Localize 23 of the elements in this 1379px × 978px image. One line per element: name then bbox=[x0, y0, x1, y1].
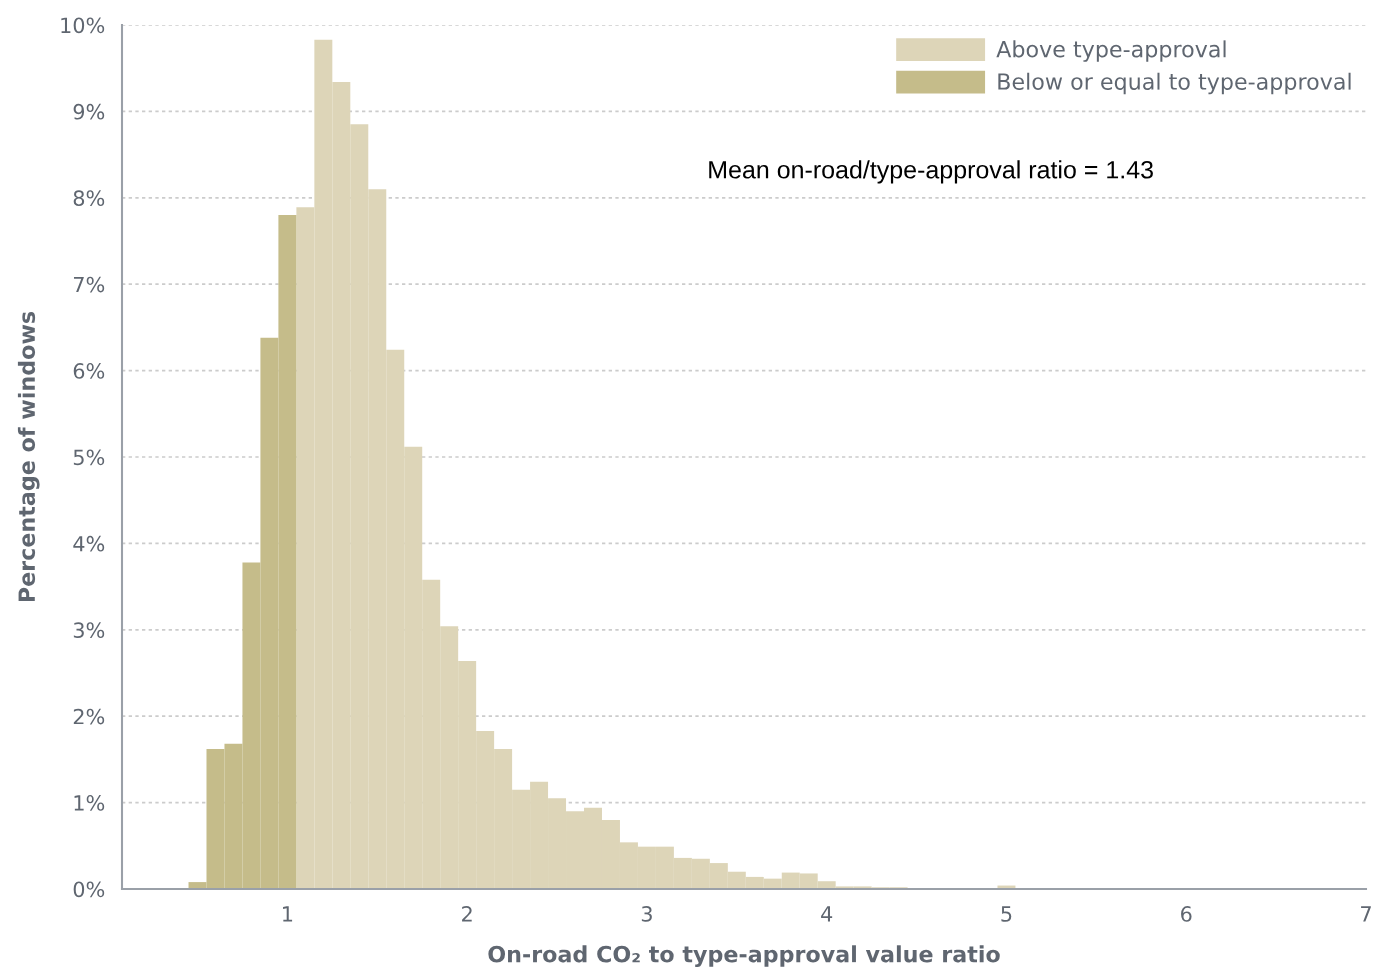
x-tick-label: 3 bbox=[641, 906, 652, 922]
y-tick-label: 7% bbox=[73, 276, 105, 293]
y-tick-label: 10% bbox=[61, 17, 105, 34]
y-tick-label: 5% bbox=[73, 449, 105, 466]
x-tick-label: 1 bbox=[283, 906, 293, 922]
y-tick-label: 9% bbox=[73, 103, 105, 120]
x-axis-title: On-road CO₂ to type-approval value ratio bbox=[488, 945, 1000, 967]
y-axis-title: Percentage of windows bbox=[17, 311, 40, 602]
y-tick-label: 1% bbox=[74, 795, 105, 811]
y-tick-label: 0% bbox=[73, 881, 105, 898]
y-tick-label: 3% bbox=[73, 622, 105, 639]
x-tick-label: 7 bbox=[1361, 906, 1371, 922]
y-tick-label: 6% bbox=[73, 363, 105, 379]
y-tick-label: 8% bbox=[73, 190, 105, 207]
legend-label: Below or equal to type-approval bbox=[998, 72, 1351, 95]
legend-label: Above type-approval bbox=[996, 40, 1226, 62]
annotation: Mean on-road/type-approval ratio = 1.43 bbox=[709, 160, 1153, 184]
x-tick-label: 4 bbox=[821, 906, 833, 922]
x-tick-label: 5 bbox=[1001, 906, 1012, 922]
x-tick-label: 6 bbox=[1181, 906, 1192, 922]
x-tick-label: 2 bbox=[462, 906, 472, 922]
y-tick-label: 4% bbox=[73, 535, 105, 552]
y-tick-label: 2% bbox=[73, 708, 105, 725]
